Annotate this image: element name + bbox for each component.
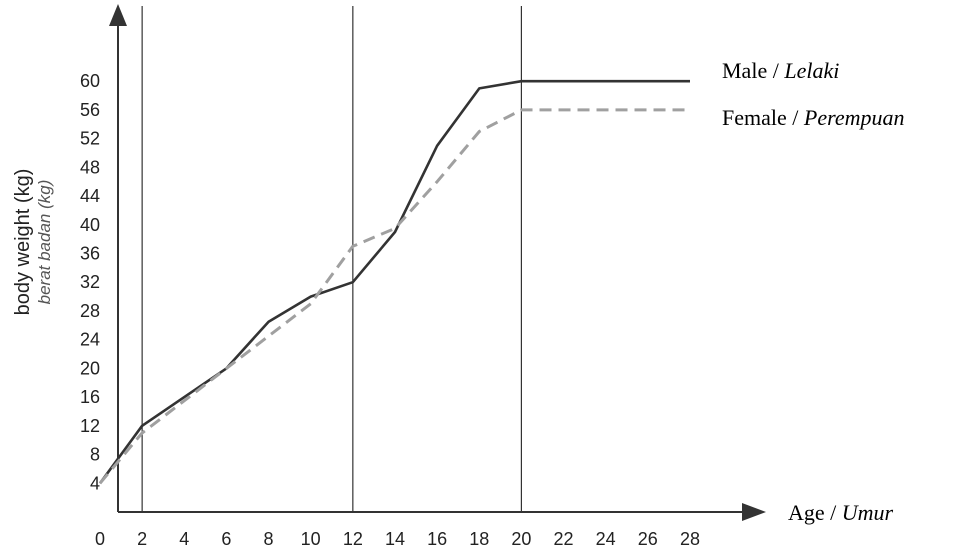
x-axis-title-sep: /	[825, 500, 842, 525]
y-axis-subtitle: berat badan (kg)	[35, 180, 54, 305]
y-axis-title: body weight (kg)	[12, 169, 34, 316]
x-axis-title-translation: Umur	[842, 500, 894, 525]
y-tick-label: 40	[80, 215, 100, 235]
x-tick-label: 24	[596, 529, 616, 549]
y-tick-label: 32	[80, 272, 100, 292]
x-tick-labels: 0 2 4 6 8 10 12 14 16 18 20 22 24 26 28	[95, 529, 700, 549]
y-tick-label: 12	[80, 416, 100, 436]
legend-female-sep: /	[787, 105, 804, 130]
vertical-reference-lines	[141, 6, 523, 512]
legend-female: Female / Perempuan	[722, 105, 905, 130]
x-tick-label: 6	[221, 529, 231, 549]
x-tick-label: 14	[385, 529, 405, 549]
legend-female-translation: Perempuan	[803, 105, 905, 130]
x-tick-label: 18	[469, 529, 489, 549]
y-tick-label: 4	[90, 473, 100, 493]
x-tick-label: 22	[554, 529, 574, 549]
y-axis-arrow-icon	[109, 4, 127, 26]
y-tick-label: 28	[80, 301, 100, 321]
y-tick-label: 8	[90, 445, 100, 465]
x-tick-label: 16	[427, 529, 447, 549]
legend-male-translation: Lelaki	[783, 58, 839, 83]
data-series	[98, 79, 690, 485]
x-tick-label: 26	[638, 529, 658, 549]
series-line-female	[98, 108, 690, 485]
y-axis-title-group: body weight (kg)	[12, 169, 34, 316]
series-line-male	[98, 79, 690, 485]
y-axis-subtitle-group: berat badan (kg)	[35, 180, 54, 305]
legend-male-sep: /	[767, 58, 784, 83]
y-tick-label: 52	[80, 129, 100, 149]
legend-male: Male / Lelaki	[722, 58, 839, 83]
x-tick-label: 20	[511, 529, 531, 549]
x-tick-label: 2	[137, 529, 147, 549]
y-tick-label: 48	[80, 157, 100, 177]
y-tick-label: 20	[80, 358, 100, 378]
y-tick-label: 24	[80, 330, 100, 350]
x-tick-label: 28	[680, 529, 700, 549]
y-tick-label: 36	[80, 244, 100, 264]
x-tick-label: 8	[264, 529, 274, 549]
y-tick-label: 16	[80, 387, 100, 407]
x-axis-title-main: Age	[788, 500, 825, 525]
y-tick-label: 44	[80, 186, 100, 206]
y-tick-label: 56	[80, 100, 100, 120]
x-tick-label: 12	[343, 529, 363, 549]
x-tick-label: 0	[95, 529, 105, 549]
x-tick-label: 10	[301, 529, 321, 549]
legend-female-name: Female	[722, 105, 787, 130]
legend-male-name: Male	[722, 58, 767, 83]
x-axis-arrow-icon	[742, 503, 766, 521]
x-tick-label: 4	[179, 529, 189, 549]
y-tick-label: 60	[80, 71, 100, 91]
axes	[109, 4, 766, 521]
x-axis-title: Age / Umur	[788, 500, 894, 525]
